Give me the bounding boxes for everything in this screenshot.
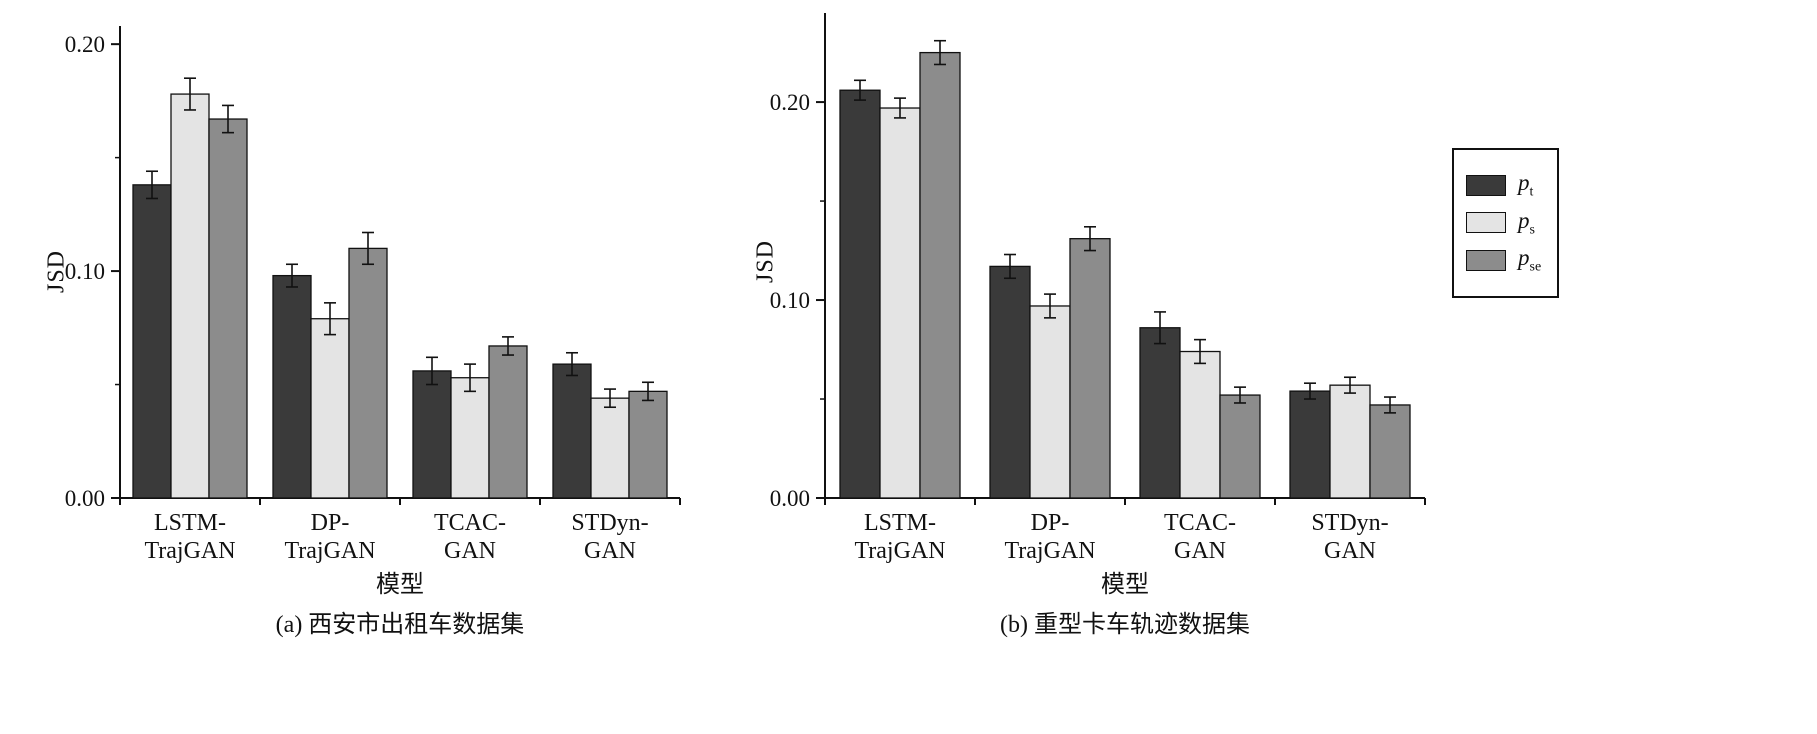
legend-item-se: pse [1466, 246, 1541, 275]
bar-pse-3 [1369, 404, 1411, 499]
legend-label-t: pt [1518, 170, 1534, 200]
bar-pse-0 [919, 51, 961, 499]
caption-a: (a) 西安市出租车数据集 [275, 612, 525, 638]
category-label: GAN [584, 538, 636, 564]
bar-pse-3 [628, 390, 668, 499]
bar-plot-truck: 0.000.100.20LSTM-TrajGANDP-TrajGANTCAC-G… [770, 13, 1426, 564]
bar-pt-3 [552, 363, 592, 499]
legend-label-se: pse [1518, 245, 1542, 275]
bar-ps-0 [879, 107, 921, 499]
category-label: TrajGAN [1004, 538, 1095, 564]
y-tick-label: 0.10 [770, 288, 810, 313]
chart-truck-dataset: JSD 0.00 0.10 0.20 LSTM- TrajGAN DP- TrajGAN TC… [740, 8, 1440, 708]
category-label: GAN [1174, 538, 1226, 564]
category-label: TCAC- [434, 510, 506, 536]
bar-ps-1 [310, 318, 350, 499]
category-label: GAN [444, 538, 496, 564]
category-label: TCAC- [1164, 510, 1236, 536]
y-tick-label: 0.20 [770, 90, 810, 115]
bar-ps-2 [1179, 350, 1221, 499]
y-tick-label: 0.00 [65, 486, 105, 511]
bar-pt-1 [272, 274, 312, 499]
category-label: LSTM- [864, 510, 936, 536]
category-label: TrajGAN [284, 538, 375, 564]
bar-pt-2 [412, 370, 452, 499]
category-label: TrajGAN [854, 538, 945, 564]
bar-ps-3 [590, 397, 630, 499]
bar-pt-0 [839, 89, 881, 499]
legend-item-s: ps [1466, 209, 1541, 238]
x-axis-label: 模型 [1101, 572, 1149, 598]
bar-plot-taxi: 0.000.100.20LSTM-TrajGANDP-TrajGANTCAC-G… [65, 26, 681, 564]
legend-body: pt ps pse [1466, 171, 1541, 275]
bar-pt-1 [989, 265, 1031, 499]
bar-pse-0 [208, 118, 248, 499]
category-label: DP- [311, 510, 350, 536]
bar-ps-0 [170, 93, 210, 499]
legend-swatch-t [1466, 174, 1506, 196]
y-tick-label: 0.10 [65, 259, 105, 284]
category-label: LSTM- [154, 510, 226, 536]
bar-pse-1 [1069, 238, 1111, 499]
legend-swatch-s [1466, 212, 1506, 234]
legend-label-s: ps [1518, 207, 1535, 238]
bar-pse-1 [348, 247, 388, 499]
bar-pse-2 [1219, 394, 1261, 499]
category-label: DP- [1031, 510, 1070, 536]
bar-pt-3 [1289, 390, 1331, 499]
bar-ps-3 [1329, 384, 1371, 499]
caption-b: (b) 重型卡车轨迹数据集 [1000, 612, 1250, 638]
x-axis-label: 模型 [376, 572, 424, 598]
category-label: GAN [1324, 538, 1376, 564]
legend-swatch-se [1466, 249, 1506, 271]
chart-taxi-dataset: JSD 0.00 0.10 0.20 LSTM- TrajGAN DP- TrajGAN TC… [15, 8, 695, 708]
legend-item-t: pt [1466, 171, 1541, 200]
category-label: TrajGAN [144, 538, 235, 564]
bar-pse-2 [488, 345, 528, 499]
bar-pt-0 [132, 184, 172, 499]
bar-pt-2 [1139, 327, 1181, 499]
bar-ps-1 [1029, 305, 1071, 499]
bar-ps-2 [450, 377, 490, 499]
y-tick-label: 0.00 [770, 486, 810, 511]
legend: pt ps pse [1452, 148, 1560, 298]
category-label: STDyn- [571, 510, 648, 536]
y-tick-label: 0.20 [65, 32, 105, 57]
category-label: STDyn- [1311, 510, 1388, 536]
